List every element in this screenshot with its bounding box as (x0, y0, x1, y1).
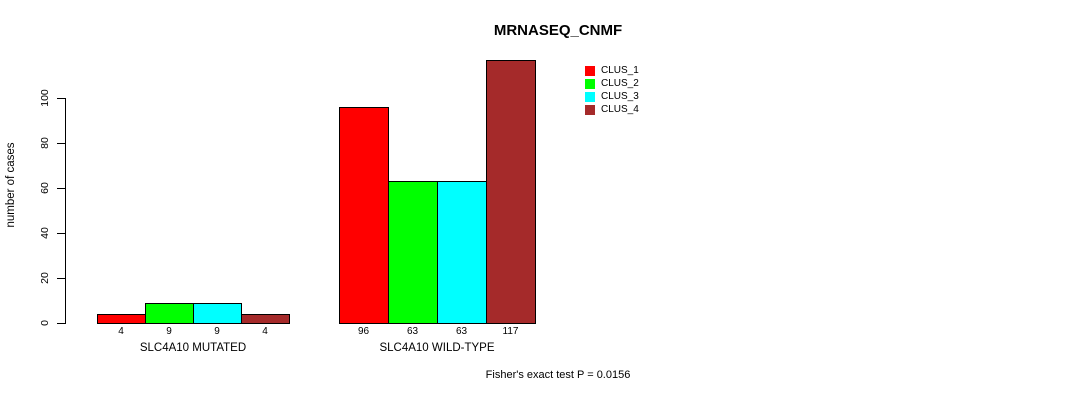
y-axis-tick (57, 143, 65, 144)
chart-title: MRNASEQ_CNMF (493, 22, 623, 39)
y-tick-label: 80 (39, 137, 51, 149)
bar-clus_3-group2 (437, 181, 487, 324)
bar-clus_4-group1 (241, 314, 290, 324)
y-axis-tick (57, 278, 65, 279)
category-label: SLC4A10 MUTATED (139, 342, 247, 354)
y-axis-line (65, 98, 66, 324)
y-axis-tick (57, 188, 65, 189)
legend: CLUS_1 CLUS_2 CLUS_3 CLUS_4 (585, 64, 639, 116)
legend-row: CLUS_3 (585, 90, 639, 103)
bar-value-label: 4 (118, 326, 124, 337)
legend-label: CLUS_1 (601, 65, 639, 76)
category-label: SLC4A10 WILD-TYPE (379, 342, 495, 354)
legend-swatch-icon (585, 65, 595, 76)
bar-value-label: 63 (455, 326, 468, 337)
y-axis-tick (57, 323, 65, 324)
legend-label: CLUS_3 (601, 91, 639, 102)
bar-value-label: 9 (166, 326, 172, 337)
y-tick-label: 60 (39, 182, 51, 194)
bar-value-label: 63 (406, 326, 419, 337)
bar-clus_2-group2 (388, 181, 438, 324)
bar-clus_4-group2 (486, 59, 536, 324)
legend-row: CLUS_2 (585, 77, 639, 90)
bar-value-label: 117 (502, 326, 519, 337)
y-axis-tick (57, 98, 65, 99)
legend-label: CLUS_2 (601, 78, 639, 89)
legend-swatch-icon (585, 78, 595, 89)
legend-swatch-icon (585, 91, 595, 102)
legend-row: CLUS_4 (585, 103, 639, 116)
bar-clus_1-group2 (339, 107, 389, 324)
y-tick-label: 100 (39, 89, 51, 107)
annotation-text: Fisher's exact test P = 0.0156 (485, 369, 631, 381)
legend-label: CLUS_4 (601, 104, 639, 115)
y-axis-label: number of cases (5, 142, 17, 228)
legend-row: CLUS_1 (585, 64, 639, 77)
y-tick-label: 40 (39, 227, 51, 239)
bar-clus_2-group1 (145, 302, 194, 324)
bar-value-label: 96 (357, 326, 370, 337)
bar-value-label: 9 (214, 326, 220, 337)
bar-clus_1-group1 (97, 314, 146, 324)
bar-value-label: 4 (262, 326, 268, 337)
legend-swatch-icon (585, 104, 595, 115)
y-tick-label: 20 (39, 272, 51, 284)
y-tick-label: 0 (39, 320, 51, 326)
bar-clus_3-group1 (193, 302, 242, 324)
y-axis-tick (57, 233, 65, 234)
